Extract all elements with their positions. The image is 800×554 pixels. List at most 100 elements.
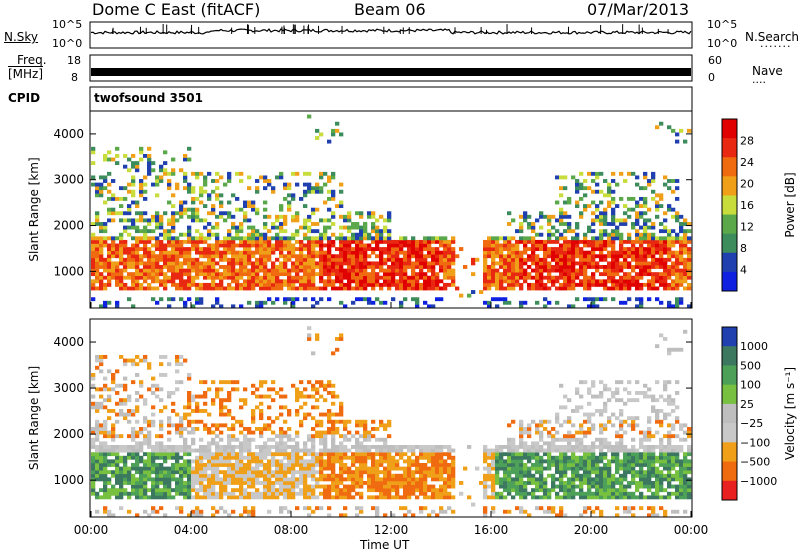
data-cell [231, 387, 236, 392]
data-cell [447, 484, 452, 489]
data-cell [191, 186, 196, 191]
data-cell [419, 448, 424, 453]
data-cell [111, 452, 116, 457]
data-cell [331, 222, 336, 226]
data-cell [331, 455, 336, 460]
data-cell [283, 300, 288, 305]
data-cell [275, 441, 280, 446]
data-cell [507, 437, 512, 442]
data-cell [531, 239, 536, 244]
data-cell [683, 268, 688, 273]
data-cell [263, 175, 268, 180]
data-cell [175, 282, 180, 287]
data-cell [111, 409, 116, 413]
data-cell [211, 477, 216, 482]
data-cell [307, 272, 312, 277]
data-cell [311, 275, 316, 280]
data-cell [143, 495, 148, 500]
data-cell [683, 272, 688, 277]
data-cell [211, 401, 216, 406]
data-cell [427, 455, 432, 460]
data-cell [559, 207, 564, 212]
data-cell [327, 391, 332, 395]
data-cell [267, 282, 272, 287]
data-cell [403, 297, 408, 302]
data-cell [203, 182, 208, 187]
data-cell [143, 247, 148, 251]
data-cell [423, 445, 428, 449]
data-cell [647, 239, 652, 244]
data-cell [359, 423, 364, 428]
data-cell [651, 171, 656, 176]
data-cell [447, 275, 452, 280]
data-cell [111, 491, 116, 496]
data-cell [347, 214, 352, 219]
data-cell [391, 466, 396, 471]
data-cell [427, 473, 432, 478]
data-cell [651, 222, 656, 226]
data-cell [507, 282, 512, 287]
data-cell [99, 427, 104, 431]
data-cell [95, 477, 100, 482]
data-cell [307, 254, 312, 259]
data-cell [207, 193, 212, 198]
data-cell [415, 286, 420, 291]
data-cell [307, 250, 312, 255]
data-cell [639, 300, 644, 305]
data-cell [295, 434, 300, 439]
data-cell [527, 272, 532, 277]
data-cell [195, 268, 200, 273]
data-cell [495, 304, 500, 309]
data-cell [303, 477, 308, 482]
data-cell [255, 470, 260, 475]
data-cell [279, 250, 284, 255]
data-cell [99, 405, 104, 410]
data-cell [247, 466, 252, 471]
data-cell [147, 282, 152, 287]
data-cell [235, 459, 240, 464]
data-cell [187, 470, 192, 475]
data-cell [555, 286, 560, 291]
data-cell [111, 473, 116, 478]
data-cell [563, 459, 568, 464]
data-cell [619, 265, 624, 269]
data-cell [251, 243, 256, 248]
data-cell [547, 214, 552, 219]
data-cell [571, 466, 576, 471]
data-cell [447, 272, 452, 277]
data-cell [679, 222, 684, 226]
data-cell [211, 495, 216, 500]
data-cell [175, 236, 180, 241]
data-cell [239, 268, 244, 273]
data-cell [451, 466, 456, 471]
data-cell [399, 300, 404, 305]
data-cell [211, 423, 216, 428]
data-cell [215, 171, 220, 176]
data-cell [203, 236, 208, 241]
data-cell [375, 481, 380, 485]
data-cell [259, 250, 264, 255]
data-cell [663, 182, 668, 187]
data-cell [363, 419, 368, 424]
data-cell [235, 455, 240, 460]
data-cell [387, 254, 392, 259]
data-cell [215, 275, 220, 280]
data-cell [195, 239, 200, 244]
data-cell [675, 232, 680, 237]
data-cell [519, 254, 524, 259]
data-cell [255, 186, 260, 191]
data-cell [551, 441, 556, 446]
data-cell [571, 495, 576, 500]
data-cell [531, 481, 536, 485]
data-cell [363, 430, 368, 435]
data-cell [275, 236, 280, 241]
data-cell [95, 236, 100, 241]
data-cell [227, 513, 232, 518]
data-cell [207, 272, 212, 277]
data-cell [151, 250, 156, 255]
data-cell [307, 470, 312, 475]
data-cell [291, 275, 296, 280]
data-cell [495, 282, 500, 287]
data-cell [99, 455, 104, 460]
